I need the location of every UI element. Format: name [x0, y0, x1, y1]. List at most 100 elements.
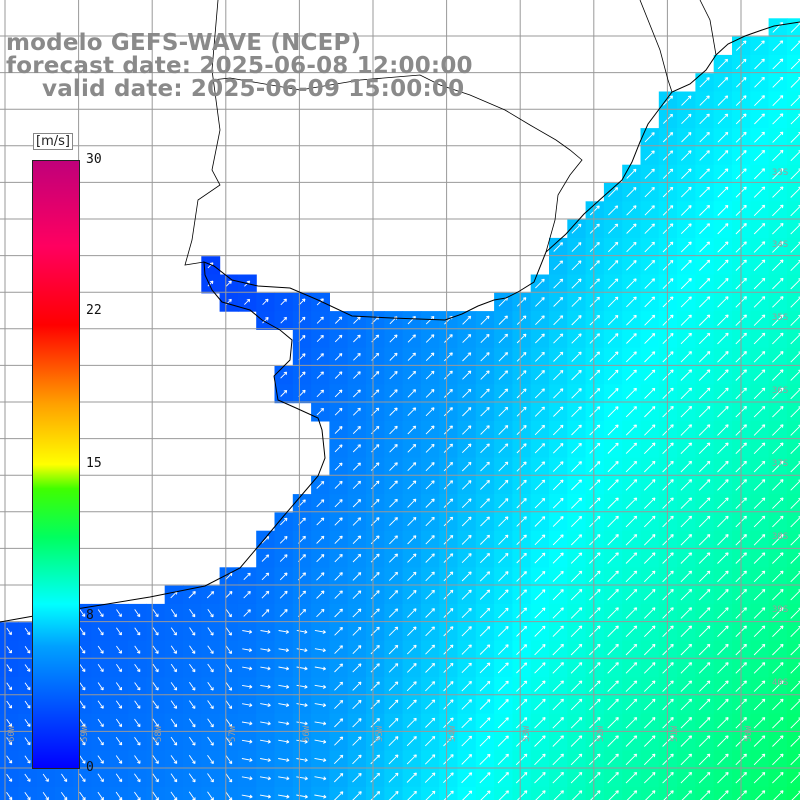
wind-arrow: [753, 698, 766, 711]
wind-arrow: [753, 717, 766, 729]
wind-arrow: [116, 663, 122, 673]
wind-arrow: [753, 771, 766, 784]
wind-arrow: [754, 58, 765, 70]
wind-arrow: [681, 150, 692, 161]
wind-arrow: [296, 794, 308, 799]
wind-vector-field: [6, 22, 800, 800]
wind-arrow: [717, 643, 729, 656]
wind-arrow: [388, 681, 399, 691]
wind-arrow: [534, 461, 546, 472]
wind-arrow: [698, 771, 711, 784]
wind-arrow: [698, 588, 711, 601]
wind-arrow: [589, 479, 601, 491]
wind-arrow: [352, 626, 362, 636]
wind-arrow: [698, 497, 711, 509]
lon-label: 56W: [302, 725, 312, 742]
wind-arrow: [316, 407, 325, 416]
wind-arrow: [625, 515, 638, 528]
wind-arrow: [278, 648, 290, 653]
wind-arrow: [388, 608, 399, 618]
wind-arrow: [352, 480, 362, 490]
wind-arrow: [425, 644, 436, 655]
wind-arrow: [443, 370, 453, 380]
wind-arrow: [772, 296, 784, 308]
wind-arrow: [425, 626, 435, 637]
wind-arrow: [353, 334, 361, 343]
wind-arrow: [699, 204, 711, 216]
wind-arrow: [479, 699, 491, 710]
wind-arrow: [698, 351, 711, 363]
wind-arrow: [772, 424, 784, 436]
wind-arrow: [607, 662, 619, 674]
wind-speed-cell: [475, 786, 495, 800]
wind-arrow: [717, 607, 729, 619]
wind-arrow: [698, 680, 711, 692]
wind-arrow: [662, 95, 674, 106]
wind-arrow: [753, 314, 766, 326]
wind-arrow: [334, 663, 344, 673]
wind-arrow: [662, 314, 674, 326]
wind-arrow: [79, 645, 86, 654]
wind-arrow: [607, 625, 619, 638]
wind-arrow: [298, 335, 306, 342]
wind-arrow: [389, 444, 398, 453]
wind-arrow: [753, 241, 766, 253]
wind-arrow: [570, 570, 583, 583]
wind-arrow: [498, 552, 509, 564]
wind-arrow: [207, 645, 214, 654]
wind-arrow: [279, 590, 288, 599]
wind-arrow: [370, 590, 380, 600]
wind-arrow: [552, 607, 564, 619]
wind-arrow: [717, 515, 729, 528]
wind-arrow: [571, 278, 582, 289]
wind-arrow: [516, 589, 527, 601]
wind-arrow: [534, 479, 546, 491]
wind-speed-cell: [786, 256, 800, 276]
wind-speed-cell: [219, 786, 239, 800]
wind-arrow: [699, 95, 710, 106]
wind-arrow: [534, 717, 546, 729]
wind-arrow: [534, 570, 546, 582]
wind-arrow: [662, 552, 674, 564]
wind-arrow: [753, 680, 766, 692]
wind-arrow: [625, 497, 638, 509]
wind-arrow: [662, 607, 674, 619]
wind-arrow: [170, 773, 178, 783]
wind-arrow: [753, 588, 766, 601]
wind-arrow: [279, 554, 288, 562]
wind-arrow: [24, 755, 31, 764]
wind-arrow: [753, 625, 766, 638]
wind-arrow: [662, 534, 674, 546]
wind-arrow: [498, 534, 509, 545]
wind-arrow: [552, 735, 564, 747]
wind-arrow: [314, 666, 327, 671]
wind-arrow: [680, 625, 693, 638]
wind-arrow: [570, 588, 583, 601]
wind-arrow: [717, 735, 729, 747]
wind-arrow: [772, 588, 784, 601]
wind-arrow: [262, 316, 269, 324]
wind-arrow: [717, 717, 729, 729]
wind-arrow: [589, 588, 601, 601]
wind-arrow: [207, 755, 214, 765]
wind-arrow: [259, 776, 272, 781]
wind-arrow: [352, 462, 361, 471]
wind-arrow: [334, 499, 343, 508]
wind-arrow: [353, 371, 361, 379]
wind-arrow: [772, 698, 784, 711]
wind-speed-cell: [786, 73, 800, 93]
wind-arrow: [443, 790, 454, 800]
wind-arrow: [461, 644, 472, 655]
wind-arrow: [296, 758, 308, 763]
wind-arrow: [644, 369, 656, 381]
wind-speed-cell: [658, 786, 678, 800]
wind-arrow: [717, 662, 729, 674]
wind-arrow: [207, 627, 214, 636]
wind-arrow: [97, 718, 104, 728]
lon-label: 50W: [744, 725, 754, 742]
wind-speed-cell: [786, 420, 800, 440]
border-line: [699, 0, 717, 56]
wind-arrow: [280, 316, 288, 324]
wind-arrow: [97, 627, 104, 636]
wind-arrow: [534, 333, 545, 344]
